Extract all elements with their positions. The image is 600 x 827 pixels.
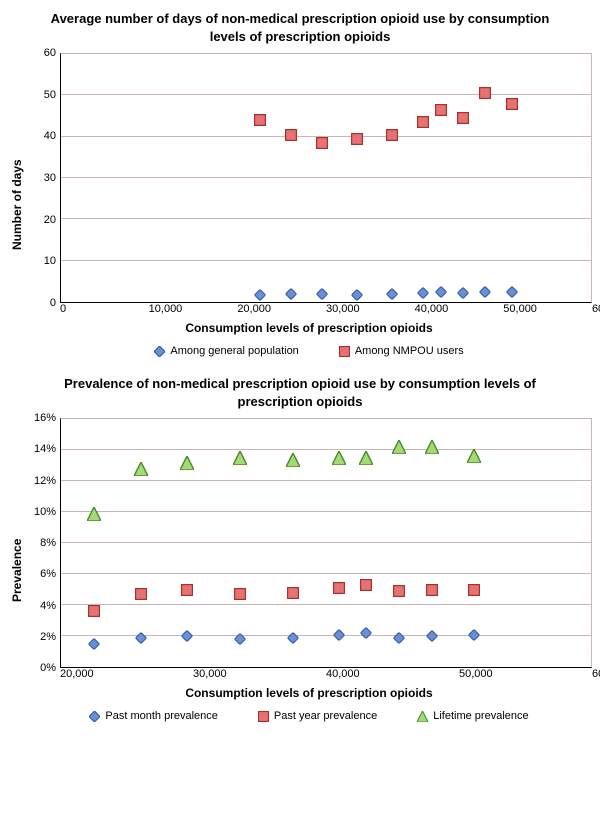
chart2-title: Prevalence of non-medical prescription o… — [38, 375, 562, 410]
chart1-title: Average number of days of non-medical pr… — [38, 10, 562, 45]
data-point — [418, 288, 429, 299]
data-point — [457, 287, 468, 298]
data-point — [88, 605, 100, 617]
data-point — [425, 440, 439, 454]
data-point — [334, 629, 345, 640]
data-point — [316, 289, 327, 300]
legend-label: Among NMPOU users — [355, 345, 464, 357]
data-point — [333, 582, 345, 594]
data-point — [332, 451, 346, 465]
gridline — [61, 218, 591, 219]
data-point — [393, 632, 404, 643]
data-point — [468, 584, 480, 596]
chart1-x-label: Consumption levels of prescription opioi… — [26, 321, 592, 335]
triangle-icon — [417, 711, 428, 722]
legend-label: Among general population — [170, 345, 298, 357]
gridline — [61, 260, 591, 261]
data-point — [233, 451, 247, 465]
legend-item: Past month prevalence — [89, 710, 218, 722]
gridline — [61, 511, 591, 512]
data-point — [392, 440, 406, 454]
data-point — [360, 628, 371, 639]
gridline — [61, 177, 591, 178]
data-point — [135, 588, 147, 600]
gridline — [61, 480, 591, 481]
chart-prevalence: Prevalence of non-medical prescription o… — [8, 375, 592, 722]
data-point — [286, 453, 300, 467]
data-point — [506, 287, 517, 298]
data-point — [435, 286, 446, 297]
legend-label: Lifetime prevalence — [433, 710, 528, 722]
data-point — [387, 289, 398, 300]
data-point — [181, 584, 193, 596]
square-icon — [258, 711, 269, 722]
diamond-icon — [89, 711, 100, 722]
chart2-x-ticks: 20,00030,00040,00050,00060,000 — [60, 668, 592, 680]
data-point — [417, 116, 429, 128]
data-point — [180, 456, 194, 470]
data-point — [285, 289, 296, 300]
chart-days: Average number of days of non-medical pr… — [8, 10, 592, 357]
gridline — [61, 94, 591, 95]
data-point — [234, 588, 246, 600]
data-point — [435, 104, 447, 116]
data-point — [457, 112, 469, 124]
chart2-y-ticks: 16%14%12%10%8%6%4%2%0% — [26, 418, 60, 668]
gridline — [61, 604, 591, 605]
chart2-y-label: Prevalence — [8, 418, 26, 722]
data-point — [393, 585, 405, 597]
gridline — [61, 449, 591, 450]
chart2-x-label: Consumption levels of prescription opioi… — [26, 686, 592, 700]
data-point — [480, 286, 491, 297]
data-point — [287, 632, 298, 643]
data-point — [351, 133, 363, 145]
data-point — [360, 579, 372, 591]
gridline — [61, 573, 591, 574]
gridline — [61, 542, 591, 543]
data-point — [316, 137, 328, 149]
data-point — [426, 584, 438, 596]
data-point — [359, 451, 373, 465]
chart2-plot-area — [60, 418, 592, 668]
data-point — [287, 587, 299, 599]
data-point — [89, 638, 100, 649]
data-point — [285, 129, 297, 141]
data-point — [134, 462, 148, 476]
square-icon — [339, 346, 350, 357]
legend-item: Lifetime prevalence — [417, 710, 528, 722]
data-point — [469, 629, 480, 640]
data-point — [254, 114, 266, 126]
data-point — [135, 632, 146, 643]
legend-item: Past year prevalence — [258, 710, 377, 722]
chart1-y-label: Number of days — [8, 53, 26, 357]
chart1-plot-area — [60, 53, 592, 303]
legend-item: Among NMPOU users — [339, 345, 464, 357]
data-point — [181, 631, 192, 642]
data-point — [386, 129, 398, 141]
chart1-x-ticks: 010,00020,00030,00040,00050,00060,000 — [60, 303, 592, 315]
data-point — [427, 631, 438, 642]
data-point — [467, 449, 481, 463]
data-point — [351, 289, 362, 300]
chart1-y-ticks: 6050403020100 — [26, 53, 60, 303]
data-point — [234, 634, 245, 645]
legend-label: Past month prevalence — [105, 710, 218, 722]
data-point — [254, 290, 265, 301]
diamond-icon — [154, 346, 165, 357]
data-point — [479, 87, 491, 99]
chart1-legend: Among general population Among NMPOU user… — [26, 345, 592, 357]
data-point — [87, 507, 101, 521]
chart2-legend: Past month prevalence Past year prevalenc… — [26, 710, 592, 722]
legend-label: Past year prevalence — [274, 710, 377, 722]
legend-item: Among general population — [154, 345, 298, 357]
data-point — [506, 98, 518, 110]
